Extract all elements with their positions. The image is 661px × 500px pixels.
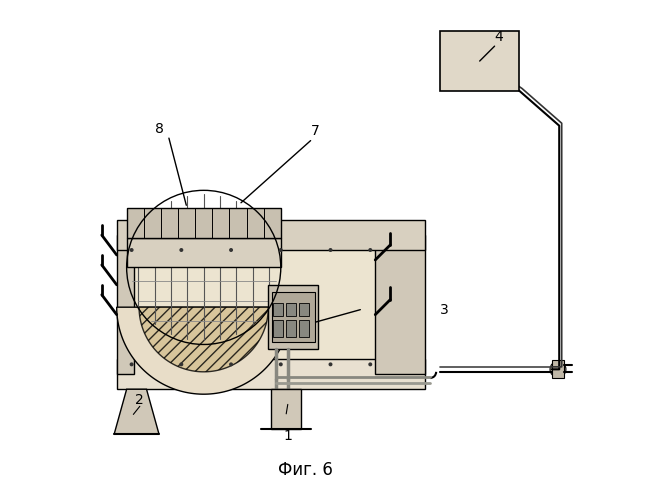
Bar xyxy=(117,220,425,250)
Text: 1: 1 xyxy=(284,429,293,443)
Text: 2: 2 xyxy=(135,392,143,406)
Bar xyxy=(127,245,425,370)
Bar xyxy=(127,238,281,268)
Bar xyxy=(127,208,281,238)
Bar xyxy=(117,360,425,389)
Circle shape xyxy=(279,362,283,366)
Bar xyxy=(273,320,284,337)
Circle shape xyxy=(179,362,183,366)
Bar xyxy=(117,235,134,374)
Bar xyxy=(440,31,520,91)
Text: 8: 8 xyxy=(155,122,164,136)
Bar xyxy=(299,303,309,316)
Polygon shape xyxy=(117,307,291,394)
Polygon shape xyxy=(114,389,159,434)
Bar xyxy=(272,292,315,342)
Text: 7: 7 xyxy=(311,124,319,138)
Circle shape xyxy=(279,248,283,252)
Bar xyxy=(286,320,296,337)
Bar xyxy=(375,235,425,374)
Bar xyxy=(286,303,296,316)
Bar xyxy=(273,303,284,316)
Text: Фиг. 6: Фиг. 6 xyxy=(278,460,333,478)
Circle shape xyxy=(229,248,233,252)
Circle shape xyxy=(130,248,134,252)
Circle shape xyxy=(368,362,372,366)
Circle shape xyxy=(130,362,134,366)
Circle shape xyxy=(550,362,566,378)
Bar xyxy=(299,320,309,337)
Circle shape xyxy=(179,248,183,252)
Text: 3: 3 xyxy=(440,302,449,316)
Polygon shape xyxy=(139,307,268,372)
Text: 4: 4 xyxy=(494,30,503,44)
Circle shape xyxy=(368,248,372,252)
Circle shape xyxy=(329,248,332,252)
Circle shape xyxy=(329,362,332,366)
Polygon shape xyxy=(271,389,301,429)
Circle shape xyxy=(229,362,233,366)
Bar xyxy=(268,285,318,350)
Bar xyxy=(552,360,564,378)
